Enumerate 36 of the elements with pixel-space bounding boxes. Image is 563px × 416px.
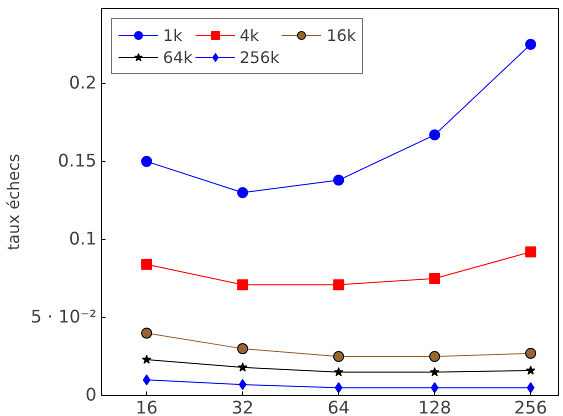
point — [141, 258, 152, 270]
point — [429, 351, 440, 362]
x-tick-label: 32 — [232, 398, 254, 416]
point — [237, 279, 248, 290]
point — [237, 187, 248, 198]
point — [430, 367, 440, 376]
point — [237, 343, 248, 354]
x-tick-label: 16 — [136, 398, 158, 416]
point — [334, 367, 344, 376]
point — [333, 351, 344, 362]
x-tick-label: 128 — [418, 398, 452, 416]
y-tick-label: 0.2 — [68, 73, 97, 94]
point — [525, 246, 536, 258]
legend-label: 4k — [240, 26, 260, 44]
point — [238, 362, 248, 372]
point — [142, 354, 152, 364]
point — [141, 156, 152, 167]
x-tick-label: 256 — [514, 398, 548, 416]
y-tick-label: 5 · 10⁻² — [30, 307, 97, 328]
point — [429, 272, 440, 284]
point — [333, 279, 344, 290]
y-tick-label: 0 — [85, 386, 97, 406]
legend-label: 64k — [163, 48, 193, 66]
point — [525, 348, 536, 359]
point — [525, 38, 536, 50]
legend-label: 256k — [240, 48, 280, 66]
point — [526, 366, 536, 375]
point — [141, 328, 152, 339]
legend-label: 1k — [163, 26, 183, 44]
legend-label: 16k — [326, 26, 356, 44]
y-axis-title: taux échecs — [4, 154, 23, 250]
x-tick-label: 64 — [328, 398, 350, 416]
point — [333, 174, 344, 186]
y-tick-label: 0.1 — [68, 229, 97, 250]
y-tick-label: 0.15 — [58, 151, 97, 172]
point — [429, 129, 440, 140]
